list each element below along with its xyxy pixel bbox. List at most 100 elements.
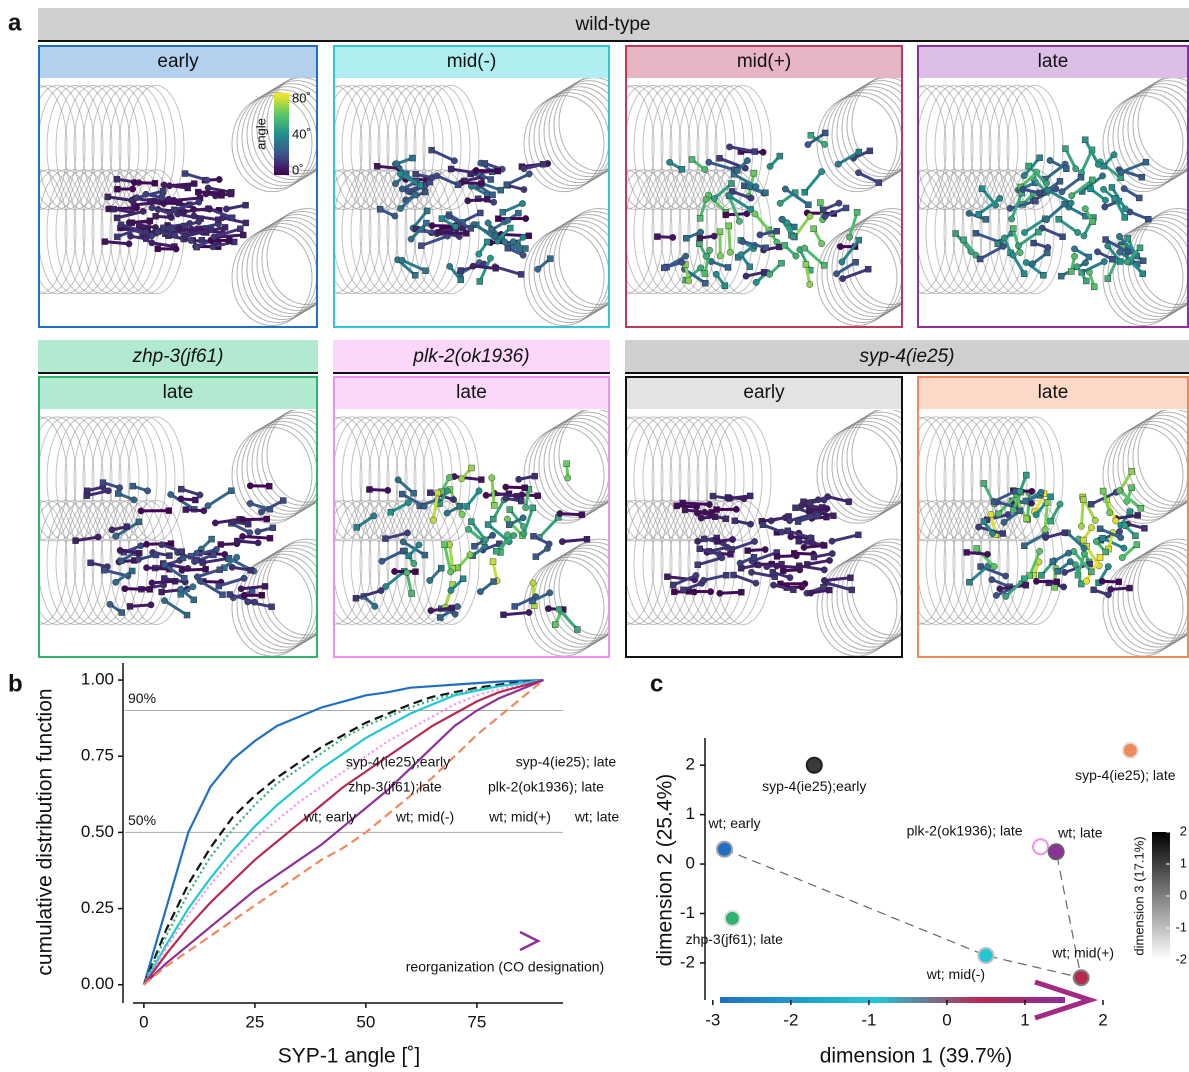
tube-ring bbox=[252, 218, 332, 314]
segment-end bbox=[846, 499, 852, 505]
segment-end bbox=[748, 569, 754, 575]
segment-end bbox=[208, 227, 214, 233]
tube-ring bbox=[101, 85, 157, 209]
segment bbox=[356, 591, 381, 599]
tube-ring bbox=[827, 90, 907, 186]
segment-end bbox=[717, 590, 723, 596]
tube-ring bbox=[324, 417, 380, 541]
segment-end bbox=[258, 509, 264, 515]
segment-end bbox=[1141, 525, 1147, 531]
tube-ring bbox=[544, 84, 624, 180]
segment-end bbox=[222, 224, 228, 230]
segment-end bbox=[458, 268, 464, 274]
segment-end bbox=[1060, 234, 1066, 240]
segment-end bbox=[805, 202, 811, 208]
segment-end bbox=[442, 542, 448, 548]
segment-end bbox=[129, 209, 135, 215]
tube-ring bbox=[852, 539, 932, 635]
segment-end bbox=[679, 166, 685, 172]
segment-end bbox=[706, 159, 712, 165]
tube-ring bbox=[962, 85, 1018, 209]
segment-end bbox=[1073, 166, 1079, 172]
panel-title: late bbox=[1038, 382, 1069, 403]
segment-end bbox=[149, 240, 155, 246]
segment bbox=[507, 174, 529, 185]
segment-end bbox=[777, 200, 783, 206]
segment-end bbox=[501, 612, 507, 618]
tube-ring bbox=[539, 87, 619, 183]
segment-end bbox=[697, 229, 703, 235]
colorbar-tick-label: 0˚ bbox=[292, 162, 304, 177]
segment-end bbox=[190, 584, 196, 590]
x-tick-label: 0 bbox=[139, 1012, 148, 1031]
segment-end bbox=[723, 212, 729, 218]
segment-end bbox=[837, 243, 843, 249]
tube-ring bbox=[544, 218, 624, 314]
segment-end bbox=[530, 533, 536, 539]
segment-end bbox=[1078, 174, 1084, 180]
tube-ring bbox=[989, 417, 1045, 541]
segment-end bbox=[518, 498, 524, 504]
point-label: syp-4(ie25);early bbox=[762, 778, 866, 794]
segment-end bbox=[734, 167, 740, 173]
x-tick-label: 75 bbox=[467, 1012, 486, 1031]
tube-ring bbox=[1103, 560, 1183, 656]
tube-ring bbox=[1113, 554, 1189, 650]
segment-end bbox=[212, 520, 218, 526]
tube-ring bbox=[333, 170, 389, 294]
segment-end bbox=[557, 510, 563, 516]
segment-end bbox=[520, 515, 526, 521]
tube-ring bbox=[634, 417, 690, 541]
segment-end bbox=[1111, 152, 1117, 158]
segment-end bbox=[114, 186, 120, 192]
segment-end bbox=[393, 161, 399, 167]
segment-end bbox=[696, 241, 702, 247]
y-tick-label: 0.00 bbox=[81, 974, 114, 993]
segment-end bbox=[1117, 534, 1123, 540]
tube-ring bbox=[899, 85, 955, 209]
micrograph bbox=[11, 75, 347, 326]
segment-end bbox=[1067, 558, 1073, 564]
tube-ring bbox=[817, 560, 897, 656]
segment-end bbox=[545, 605, 551, 611]
segment-end bbox=[1038, 572, 1044, 578]
segment-end bbox=[409, 591, 415, 597]
segment-end bbox=[1023, 472, 1029, 478]
tube-ring bbox=[827, 554, 907, 650]
segment-end bbox=[229, 564, 235, 570]
series-label: wt; early bbox=[303, 809, 356, 825]
segment-end bbox=[796, 565, 802, 571]
segment-end bbox=[408, 236, 414, 242]
tube-ring bbox=[625, 85, 681, 209]
tube-ring bbox=[20, 170, 76, 294]
segment-end bbox=[159, 589, 165, 595]
segment-end bbox=[406, 553, 412, 559]
segment-end bbox=[101, 567, 107, 573]
segment-end bbox=[753, 580, 759, 586]
micrograph-content bbox=[11, 406, 347, 656]
segment-end bbox=[564, 461, 570, 467]
segment-end bbox=[1083, 578, 1089, 584]
segment-end bbox=[1035, 229, 1041, 235]
segment-end bbox=[485, 220, 491, 226]
panel-label: b bbox=[8, 670, 23, 697]
segment-end bbox=[1023, 582, 1029, 588]
segment-end bbox=[703, 196, 709, 202]
tube-ring bbox=[529, 93, 609, 189]
tube-ring bbox=[908, 85, 964, 209]
segment-end bbox=[238, 586, 244, 592]
segment-end bbox=[748, 195, 754, 201]
tube-ring bbox=[539, 418, 619, 514]
segment-end bbox=[1097, 526, 1103, 532]
segment-end bbox=[753, 279, 759, 285]
segment-end bbox=[181, 575, 187, 581]
x-tick-label: 0 bbox=[942, 1010, 951, 1029]
segment-end bbox=[1094, 249, 1100, 255]
segment-end bbox=[807, 281, 813, 287]
segment-end bbox=[988, 511, 994, 517]
x-tick-label: 50 bbox=[356, 1012, 375, 1031]
segment-end bbox=[449, 605, 455, 611]
series-label: wt; mid(-) bbox=[395, 809, 454, 825]
segment-end bbox=[1091, 284, 1097, 290]
segment-end bbox=[823, 514, 829, 520]
